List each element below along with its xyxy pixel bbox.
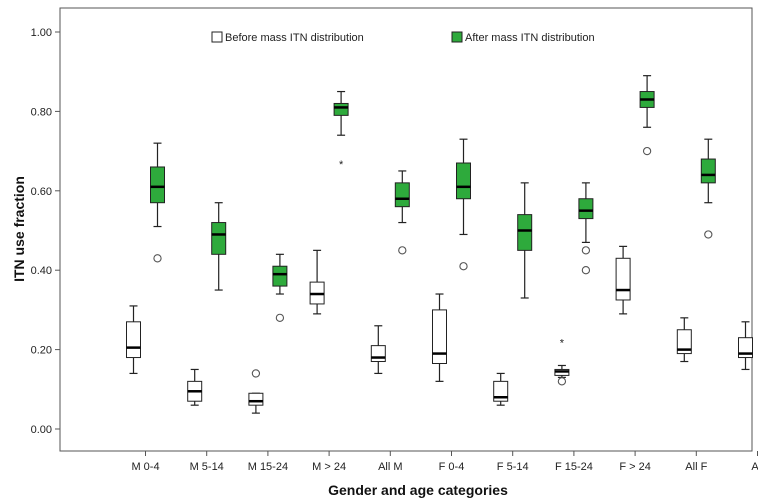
legend-label-before: Before mass ITN distribution: [225, 32, 364, 44]
x-tick-label: All: [751, 461, 758, 473]
box-after-0: [150, 142, 165, 263]
box-iqr: [676, 329, 692, 355]
box-iqr: [700, 158, 716, 184]
box-before-2: [248, 369, 264, 414]
box-after-1: [211, 202, 227, 291]
box-iqr: [150, 166, 165, 204]
outlier-point: [642, 146, 652, 156]
outlier-point: [581, 246, 591, 255]
x-tick-label: All F: [685, 461, 707, 473]
box-after-9: [700, 138, 716, 239]
y-tick-label: 0.60: [31, 186, 52, 198]
box-iqr: [370, 345, 386, 363]
box-after-2: [272, 253, 288, 322]
legend-swatch-after: [451, 31, 463, 43]
box-iqr: [578, 198, 594, 220]
box-before-1: [187, 368, 203, 406]
box-series: **: [126, 75, 753, 414]
outlier-point: [275, 313, 285, 322]
legend-label-after: After mass ITN distribution: [465, 32, 595, 44]
box-before-6: [493, 372, 509, 406]
x-tick-label: F 15-24: [555, 461, 593, 473]
x-tick-label: M 5-14: [190, 461, 224, 473]
box-after-7: [578, 182, 594, 275]
box-iqr: [272, 265, 288, 287]
box-iqr: [615, 257, 631, 301]
legend-swatch-before: [211, 31, 223, 43]
outlier-point: [459, 262, 468, 271]
x-tick-label: M 0-4: [131, 461, 159, 473]
box-after-6: [517, 182, 533, 299]
outlier-point: [251, 369, 261, 378]
box-iqr: [394, 182, 410, 208]
box-iqr: [248, 392, 264, 406]
y-axis: 0.00 0.20 0.40 0.60 0.80 1.00: [31, 27, 60, 436]
box-after-5: [456, 138, 471, 271]
box-before-9: [676, 317, 692, 363]
y-tick-label: 1.00: [31, 27, 52, 39]
outlier-point: [153, 254, 162, 263]
y-tick-label: 0.40: [31, 265, 52, 277]
box-before-3: [309, 249, 325, 315]
box-after-4: [394, 170, 410, 255]
y-axis-title: ITN use fraction: [11, 176, 27, 282]
y-tick-label: 0.80: [31, 106, 52, 118]
plot-frame: [59, 7, 753, 452]
legend: Before mass ITN distribution After mass …: [211, 31, 595, 44]
outlier-point: [398, 246, 407, 255]
box-iqr: [211, 222, 227, 255]
x-tick-label: F 5-14: [497, 461, 529, 473]
outlier-point: [557, 377, 567, 386]
box-iqr: [432, 309, 447, 364]
extreme-point: *: [560, 338, 565, 350]
x-axis-title: Gender and age categories: [328, 482, 508, 498]
box-iqr: [517, 214, 533, 251]
box-before-10: [738, 321, 753, 371]
box-before-5: [432, 293, 447, 382]
x-tick-label: M > 24: [312, 461, 346, 473]
box-iqr: [456, 162, 471, 200]
x-tick-label: M 15-24: [248, 461, 288, 473]
y-tick-label: 0.00: [31, 424, 52, 436]
x-tick-label: F > 24: [619, 461, 651, 473]
box-after-8: [639, 75, 655, 156]
box-iqr: [333, 102, 349, 116]
y-tick-label: 0.20: [31, 345, 52, 357]
x-tick-label: All M: [378, 461, 402, 473]
x-tick-label: F 0-4: [439, 461, 465, 473]
box-before-4: [370, 325, 386, 375]
outlier-point: [704, 230, 713, 239]
box-before-8: [615, 245, 631, 315]
extreme-point: *: [339, 159, 344, 171]
box-after-3: *: [333, 90, 349, 171]
x-axis: M 0-4 M 5-14 M 15-24 M > 24 All M F 0-4 F 5-14…: [131, 451, 758, 473]
outlier-point: [581, 266, 591, 275]
box-before-0: [126, 305, 141, 375]
box-before-7: *: [554, 338, 570, 386]
box-iqr: [126, 321, 141, 359]
